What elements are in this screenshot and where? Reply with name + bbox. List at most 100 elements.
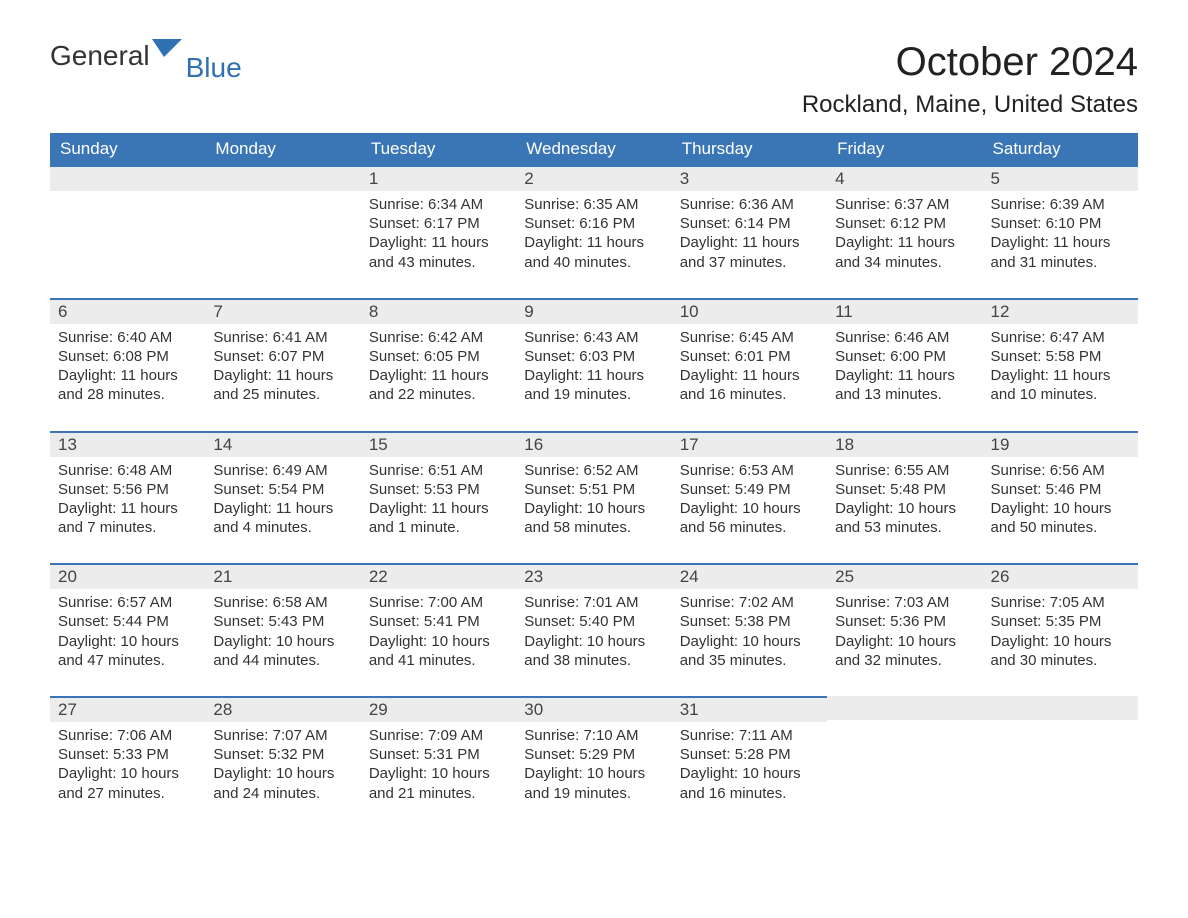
col-header: Wednesday [516,133,671,165]
daylight-line: Daylight: 11 hours and 40 minutes. [524,233,663,271]
daylight-line: Daylight: 11 hours and 10 minutes. [991,366,1130,404]
sunset-line: Sunset: 6:12 PM [835,214,974,233]
calendar-header-row: Sunday Monday Tuesday Wednesday Thursday… [50,133,1138,165]
sunset-line: Sunset: 5:43 PM [213,612,352,631]
day-number: 21 [205,565,360,589]
calendar-cell: 21Sunrise: 6:58 AMSunset: 5:43 PMDayligh… [205,563,360,696]
sunset-line: Sunset: 6:17 PM [369,214,508,233]
day-details: Sunrise: 7:09 AMSunset: 5:31 PMDaylight:… [361,722,516,803]
sunset-line: Sunset: 5:38 PM [680,612,819,631]
sunset-line: Sunset: 5:35 PM [991,612,1130,631]
calendar-cell: 9Sunrise: 6:43 AMSunset: 6:03 PMDaylight… [516,298,671,431]
sunset-line: Sunset: 5:28 PM [680,745,819,764]
calendar-cell: 27Sunrise: 7:06 AMSunset: 5:33 PMDayligh… [50,696,205,829]
day-number: 20 [50,565,205,589]
col-header: Thursday [672,133,827,165]
day-details: Sunrise: 7:10 AMSunset: 5:29 PMDaylight:… [516,722,671,803]
day-number: 30 [516,698,671,722]
calendar-week-row: 27Sunrise: 7:06 AMSunset: 5:33 PMDayligh… [50,696,1138,829]
day-number: 24 [672,565,827,589]
calendar-cell [50,165,205,298]
sunrise-line: Sunrise: 6:40 AM [58,328,197,347]
daylight-line: Daylight: 11 hours and 43 minutes. [369,233,508,271]
calendar-cell: 15Sunrise: 6:51 AMSunset: 5:53 PMDayligh… [361,431,516,564]
day-details: Sunrise: 6:34 AMSunset: 6:17 PMDaylight:… [361,191,516,272]
sunset-line: Sunset: 5:44 PM [58,612,197,631]
day-number: 6 [50,300,205,324]
day-details: Sunrise: 7:02 AMSunset: 5:38 PMDaylight:… [672,589,827,670]
daylight-line: Daylight: 10 hours and 50 minutes. [991,499,1130,537]
sunrise-line: Sunrise: 7:00 AM [369,593,508,612]
sunrise-line: Sunrise: 7:03 AM [835,593,974,612]
sunset-line: Sunset: 5:46 PM [991,480,1130,499]
day-number: 23 [516,565,671,589]
day-number: 29 [361,698,516,722]
daylight-line: Daylight: 10 hours and 38 minutes. [524,632,663,670]
sunset-line: Sunset: 6:01 PM [680,347,819,366]
calendar-cell: 22Sunrise: 7:00 AMSunset: 5:41 PMDayligh… [361,563,516,696]
day-number [827,696,982,720]
daylight-line: Daylight: 10 hours and 41 minutes. [369,632,508,670]
calendar-cell: 3Sunrise: 6:36 AMSunset: 6:14 PMDaylight… [672,165,827,298]
calendar-cell: 7Sunrise: 6:41 AMSunset: 6:07 PMDaylight… [205,298,360,431]
brand-part2: Blue [186,52,242,84]
day-number: 13 [50,433,205,457]
sunrise-line: Sunrise: 6:34 AM [369,195,508,214]
sunrise-line: Sunrise: 6:41 AM [213,328,352,347]
day-number [983,696,1138,720]
day-number: 27 [50,698,205,722]
day-details: Sunrise: 6:56 AMSunset: 5:46 PMDaylight:… [983,457,1138,538]
sunrise-line: Sunrise: 6:55 AM [835,461,974,480]
daylight-line: Daylight: 11 hours and 31 minutes. [991,233,1130,271]
day-details: Sunrise: 7:07 AMSunset: 5:32 PMDaylight:… [205,722,360,803]
calendar-cell: 12Sunrise: 6:47 AMSunset: 5:58 PMDayligh… [983,298,1138,431]
sunrise-line: Sunrise: 6:36 AM [680,195,819,214]
day-number: 17 [672,433,827,457]
brand-logo: General Blue [50,40,242,72]
calendar-week-row: 1Sunrise: 6:34 AMSunset: 6:17 PMDaylight… [50,165,1138,298]
sunrise-line: Sunrise: 7:01 AM [524,593,663,612]
calendar-cell: 5Sunrise: 6:39 AMSunset: 6:10 PMDaylight… [983,165,1138,298]
sunset-line: Sunset: 5:58 PM [991,347,1130,366]
day-number: 16 [516,433,671,457]
day-details: Sunrise: 6:47 AMSunset: 5:58 PMDaylight:… [983,324,1138,405]
calendar-cell: 24Sunrise: 7:02 AMSunset: 5:38 PMDayligh… [672,563,827,696]
col-header: Monday [205,133,360,165]
daylight-line: Daylight: 11 hours and 34 minutes. [835,233,974,271]
sunrise-line: Sunrise: 6:49 AM [213,461,352,480]
sunrise-line: Sunrise: 7:05 AM [991,593,1130,612]
sunset-line: Sunset: 6:08 PM [58,347,197,366]
sunrise-line: Sunrise: 7:02 AM [680,593,819,612]
day-number: 7 [205,300,360,324]
day-number: 5 [983,167,1138,191]
day-number: 15 [361,433,516,457]
calendar-cell: 2Sunrise: 6:35 AMSunset: 6:16 PMDaylight… [516,165,671,298]
daylight-line: Daylight: 10 hours and 35 minutes. [680,632,819,670]
sunset-line: Sunset: 6:10 PM [991,214,1130,233]
sunrise-line: Sunrise: 6:56 AM [991,461,1130,480]
daylight-line: Daylight: 10 hours and 56 minutes. [680,499,819,537]
daylight-line: Daylight: 11 hours and 7 minutes. [58,499,197,537]
calendar-cell: 8Sunrise: 6:42 AMSunset: 6:05 PMDaylight… [361,298,516,431]
day-number [205,167,360,191]
calendar-cell: 20Sunrise: 6:57 AMSunset: 5:44 PMDayligh… [50,563,205,696]
daylight-line: Daylight: 10 hours and 24 minutes. [213,764,352,802]
day-number: 4 [827,167,982,191]
day-details: Sunrise: 6:39 AMSunset: 6:10 PMDaylight:… [983,191,1138,272]
calendar-cell: 13Sunrise: 6:48 AMSunset: 5:56 PMDayligh… [50,431,205,564]
sunrise-line: Sunrise: 6:57 AM [58,593,197,612]
daylight-line: Daylight: 10 hours and 44 minutes. [213,632,352,670]
day-details: Sunrise: 6:46 AMSunset: 6:00 PMDaylight:… [827,324,982,405]
day-details: Sunrise: 7:05 AMSunset: 5:35 PMDaylight:… [983,589,1138,670]
calendar-week-row: 6 Sunrise: 6:40 AMSunset: 6:08 PM Daylight… [50,298,1138,431]
location-subtitle: Rockland, Maine, United States [50,91,1138,119]
sunrise-line: Sunrise: 6:58 AM [213,593,352,612]
day-number: 31 [672,698,827,722]
daylight-line: Daylight: 10 hours and 32 minutes. [835,632,974,670]
calendar-cell: 18Sunrise: 6:55 AMSunset: 5:48 PMDayligh… [827,431,982,564]
sunset-line: Sunset: 6:16 PM [524,214,663,233]
day-number: 18 [827,433,982,457]
day-details: Sunrise: 6:35 AMSunset: 6:16 PMDaylight:… [516,191,671,272]
sunrise-line: Sunrise: 7:09 AM [369,726,508,745]
day-details: Sunrise: 6:58 AMSunset: 5:43 PMDaylight:… [205,589,360,670]
